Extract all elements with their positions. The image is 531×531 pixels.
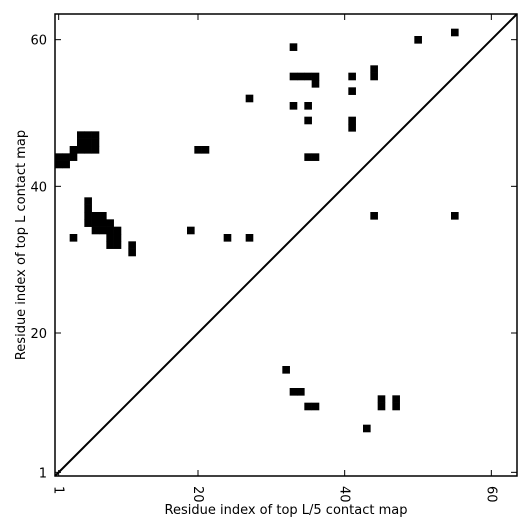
y-tick-label: 60 bbox=[30, 34, 47, 49]
axis-ticks: 1 20 40 60 1 20 40 60 bbox=[30, 14, 517, 503]
contact-cell bbox=[62, 153, 70, 161]
contact-cell bbox=[77, 146, 85, 154]
plot-frame bbox=[54, 13, 518, 477]
contact-cell bbox=[304, 402, 312, 411]
contact-cell bbox=[348, 72, 356, 81]
contact-cell bbox=[289, 388, 298, 396]
x-tick-label: 40 bbox=[337, 486, 352, 503]
contact-cell bbox=[304, 153, 312, 161]
contact-cell bbox=[55, 153, 63, 161]
contact-cell bbox=[377, 402, 386, 411]
contact-cell bbox=[187, 226, 195, 235]
contact-cells bbox=[55, 28, 459, 433]
contact-cell bbox=[297, 388, 305, 396]
contact-cell bbox=[69, 234, 78, 242]
diagonal-line bbox=[54, 13, 518, 477]
contact-cell bbox=[370, 212, 378, 220]
contact-cell bbox=[348, 116, 356, 125]
contact-cell bbox=[99, 226, 107, 235]
contact-cell bbox=[84, 197, 92, 205]
contact-cell bbox=[348, 124, 356, 132]
contact-cell bbox=[106, 219, 114, 227]
contact-cell bbox=[69, 146, 78, 154]
contact-cell bbox=[311, 80, 320, 88]
contact-cell bbox=[91, 212, 100, 220]
contact-cell bbox=[245, 234, 254, 242]
contact-cell bbox=[194, 146, 202, 154]
contact-cell bbox=[84, 212, 92, 220]
contact-cell bbox=[62, 160, 70, 169]
contact-cell bbox=[289, 72, 298, 81]
contact-cell bbox=[106, 241, 114, 249]
contact-cell bbox=[84, 138, 92, 147]
contact-cell bbox=[99, 219, 107, 227]
contact-cell bbox=[106, 234, 114, 242]
contact-cell bbox=[113, 241, 122, 249]
contact-cell bbox=[91, 131, 100, 139]
contact-cell bbox=[377, 395, 386, 403]
contact-cell bbox=[69, 153, 78, 161]
y-axis-title: Residue index of top L contact map bbox=[14, 130, 29, 360]
contact-cell bbox=[304, 116, 312, 125]
contact-cell bbox=[113, 226, 122, 235]
contact-cell bbox=[84, 219, 92, 227]
contact-cell bbox=[84, 204, 92, 213]
contact-cell bbox=[99, 212, 107, 220]
contact-cell bbox=[304, 72, 312, 81]
contact-cell bbox=[77, 138, 85, 147]
contact-cell bbox=[128, 241, 136, 249]
x-tick-label: 1 bbox=[51, 486, 66, 494]
contact-cell bbox=[370, 65, 378, 73]
contact-cell bbox=[55, 160, 63, 169]
contact-cell bbox=[113, 234, 122, 242]
contact-cell bbox=[363, 424, 371, 433]
contact-cell bbox=[311, 153, 320, 161]
contact-cell bbox=[91, 138, 100, 147]
contact-cell bbox=[370, 72, 378, 81]
y-tick-label: 20 bbox=[30, 327, 47, 342]
contact-cell bbox=[289, 102, 298, 110]
contact-cell bbox=[84, 131, 92, 139]
contact-cell bbox=[91, 226, 100, 235]
contact-cell bbox=[201, 146, 210, 154]
contact-cell bbox=[91, 146, 100, 154]
x-axis-title: Residue index of top L/5 contact map bbox=[165, 503, 408, 518]
contact-cell bbox=[77, 131, 85, 139]
contact-cell bbox=[304, 102, 312, 110]
contact-cell bbox=[84, 146, 92, 154]
contact-cell bbox=[91, 219, 100, 227]
y-tick-label: 40 bbox=[30, 180, 47, 195]
contact-cell bbox=[451, 212, 459, 220]
contact-cell bbox=[106, 226, 114, 235]
contact-cell bbox=[311, 72, 320, 81]
contact-cell bbox=[311, 402, 320, 411]
contact-cell bbox=[414, 36, 422, 44]
contact-cell bbox=[348, 87, 356, 95]
contact-cell bbox=[245, 94, 254, 103]
contact-cell bbox=[451, 28, 459, 37]
contact-cell bbox=[128, 248, 136, 257]
x-tick-label: 60 bbox=[483, 486, 498, 503]
contact-cell bbox=[392, 395, 400, 403]
contact-cell bbox=[289, 43, 298, 51]
y-tick-label: 1 bbox=[39, 466, 47, 481]
contact-cell bbox=[223, 234, 232, 242]
contact-cell bbox=[282, 366, 290, 374]
contact-cell bbox=[297, 72, 305, 81]
contact-cell bbox=[392, 402, 400, 411]
x-tick-label: 20 bbox=[190, 486, 205, 503]
